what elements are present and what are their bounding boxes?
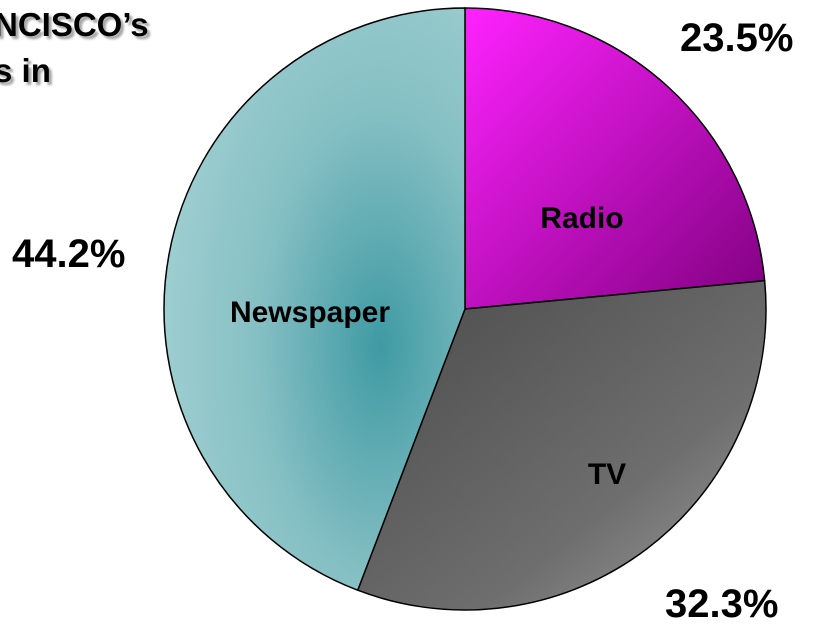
newspaper-percent-label: 44.2% (12, 232, 126, 276)
tv-percent-label: 32.3% (665, 582, 779, 626)
chart-title-line-1: NCISCO’s (0, 6, 149, 43)
pie-slice-newspaper (163, 7, 466, 592)
slice-label-radio: Radio (540, 202, 623, 235)
pie-slice-radio (464, 7, 766, 310)
slice-label-tv: TV (588, 458, 626, 491)
slice-label-newspaper: Newspaper (230, 296, 390, 329)
radio-percent-label: 23.5% (680, 16, 794, 60)
pie-slice-tv (356, 279, 767, 611)
chart-title-line-2: s in (0, 52, 51, 89)
chart-title: NCISCO’s s in (0, 2, 149, 94)
